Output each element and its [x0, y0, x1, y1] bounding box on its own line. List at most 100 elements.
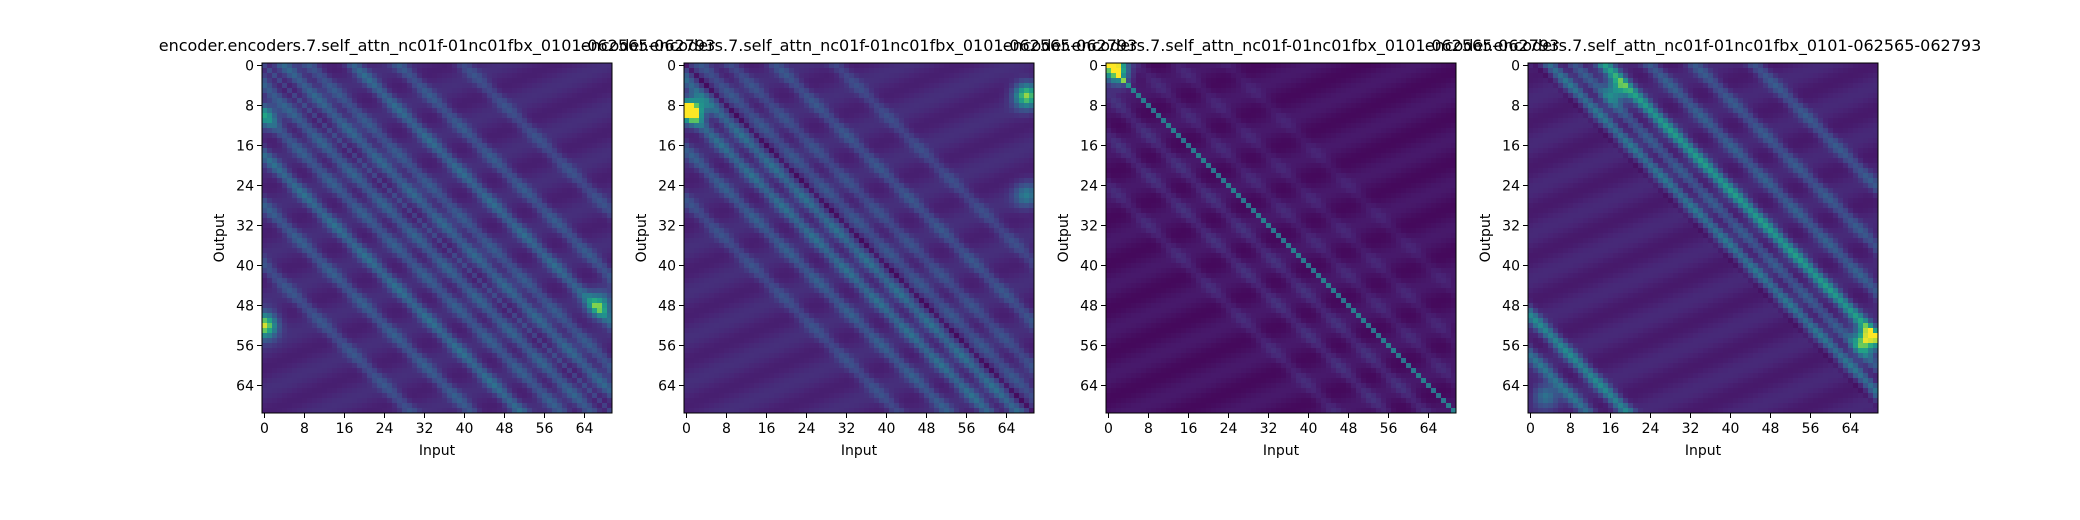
heatmap-cell: [327, 258, 332, 263]
heatmap-cell: [407, 128, 412, 133]
heatmap-cell: [282, 113, 287, 118]
heatmap-cell: [297, 168, 302, 173]
heatmap-cell: [587, 288, 592, 293]
heatmap-cell: [387, 173, 392, 178]
heatmap-cell: [472, 148, 477, 153]
heatmap-cell: [562, 98, 567, 103]
heatmap-cell: [312, 343, 317, 348]
heatmap-cell: [502, 173, 507, 178]
heatmap-cell: [382, 343, 387, 348]
heatmap-cell: [302, 298, 307, 303]
heatmap-cell: [267, 383, 272, 388]
heatmap-cell: [262, 203, 267, 208]
heatmap-cell: [282, 88, 287, 93]
heatmap-cell: [442, 148, 447, 153]
heatmap-cell: [357, 63, 362, 68]
heatmap-cell: [427, 268, 432, 273]
heatmap-cell: [322, 173, 327, 178]
heatmap-cell: [497, 253, 502, 258]
heatmap-cell: [542, 133, 547, 138]
heatmap-cell: [547, 288, 552, 293]
heatmap-cell: [442, 208, 447, 213]
heatmap-cell: [427, 98, 432, 103]
heatmap-cell: [472, 203, 477, 208]
heatmap-cell: [532, 148, 537, 153]
heatmap-cell: [317, 163, 322, 168]
heatmap-cell: [462, 338, 467, 343]
heatmap-cell: [557, 208, 562, 213]
heatmap-cell: [397, 348, 402, 353]
heatmap-cell: [889, 63, 894, 68]
heatmap-cell: [507, 273, 512, 278]
heatmap-cell: [467, 248, 472, 253]
heatmap-cell: [507, 343, 512, 348]
heatmap-cell: [904, 63, 909, 68]
heatmap-cell: [382, 208, 387, 213]
heatmap-cell: [442, 103, 447, 108]
heatmap-cell: [462, 348, 467, 353]
heatmap-cell: [362, 368, 367, 373]
heatmap-cell: [482, 393, 487, 398]
heatmap-cell: [582, 263, 587, 268]
heatmap-cell: [507, 268, 512, 273]
heatmap-cell: [307, 288, 312, 293]
heatmap-cell: [317, 83, 322, 88]
heatmap-cell: [557, 228, 562, 233]
heatmap-cell: [367, 88, 372, 93]
heatmap-cell: [502, 103, 507, 108]
heatmap-cell: [597, 193, 602, 198]
heatmap-cell: [537, 68, 542, 73]
y-tick-label: 24: [236, 179, 254, 195]
heatmap-cell: [347, 238, 352, 243]
heatmap-cell: [412, 308, 417, 313]
heatmap-cell: [377, 313, 382, 318]
heatmap-cell: [347, 173, 352, 178]
heatmap-cell: [602, 398, 607, 403]
heatmap-cell: [317, 88, 322, 93]
heatmap-cell: [312, 293, 317, 298]
heatmap-cell: [452, 273, 457, 278]
heatmap-cell: [462, 403, 467, 408]
heatmap-cell: [392, 253, 397, 258]
heatmap-cell: [572, 98, 577, 103]
heatmap-cell: [562, 63, 567, 68]
heatmap-cell: [704, 63, 709, 68]
heatmap-cell: [282, 68, 287, 73]
heatmap-cell: [352, 108, 357, 113]
heatmap-cell: [287, 273, 292, 278]
heatmap-cell: [312, 63, 317, 68]
heatmap-cell: [854, 63, 859, 68]
heatmap-cell: [462, 288, 467, 293]
heatmap-cell: [417, 88, 422, 93]
heatmap-cell: [332, 128, 337, 133]
heatmap-cell: [452, 123, 457, 128]
heatmap-cell: [287, 388, 292, 393]
heatmap-cell: [557, 103, 562, 108]
heatmap-cell: [457, 138, 462, 143]
heatmap-cell: [422, 123, 427, 128]
heatmap-cell: [512, 353, 517, 358]
heatmap-cell: [462, 253, 467, 258]
heatmap-cell: [297, 348, 302, 353]
heatmap-cell: [402, 138, 407, 143]
heatmap-cell: [567, 258, 572, 263]
heatmap-cell: [287, 148, 292, 153]
heatmap-cell: [392, 363, 397, 368]
heatmap-cell: [477, 298, 482, 303]
heatmap-cell: [272, 198, 277, 203]
heatmap-cell: [312, 308, 317, 313]
heatmap-cell: [532, 73, 537, 78]
heatmap-cell: [272, 338, 277, 343]
heatmap-cell: [522, 163, 527, 168]
heatmap-cell: [547, 133, 552, 138]
heatmap-cell: [322, 298, 327, 303]
heatmap-cell: [302, 318, 307, 323]
heatmap-cell: [507, 288, 512, 293]
heatmap-cell: [312, 78, 317, 83]
heatmap-cell: [367, 233, 372, 238]
heatmap-cell: [507, 153, 512, 158]
heatmap-cell: [567, 348, 572, 353]
heatmap-cell: [567, 123, 572, 128]
heatmap-cell: [557, 393, 562, 398]
heatmap-cell: [527, 383, 532, 388]
